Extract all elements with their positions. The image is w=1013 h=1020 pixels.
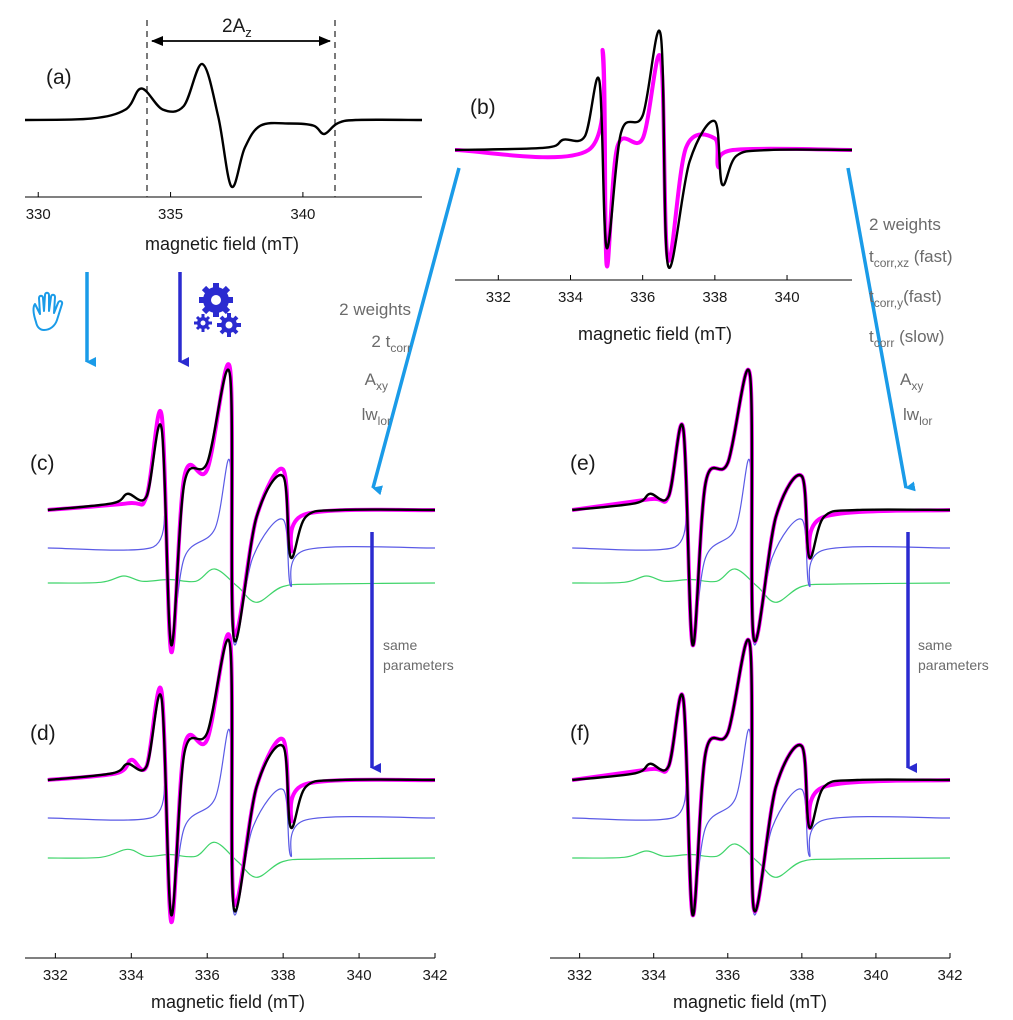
series-experiment [24,62,423,188]
right-param-1: tcorr,xz (fast) [869,247,953,270]
axis-d-label: magnetic field (mT) [151,992,305,1012]
plot-e [571,367,951,648]
left-param-3: lwlor [362,405,391,428]
x-tick-label: 336 [195,967,220,984]
x-tick-label: 340 [347,967,372,984]
series-component_slow [47,841,436,878]
same-params-right-1: same [918,637,952,653]
plot-d [47,632,436,924]
panel-label-c: (c) [30,452,55,475]
x-tick-label: 332 [567,967,592,984]
same-params-left-1: same [383,637,417,653]
left-param-2: Axy [365,370,388,393]
series-experiment [47,638,436,917]
x-tick-label: 332 [43,967,68,984]
axis-b-ticks: 332 334 336 338 340 [486,275,800,306]
x-tick-label: 330 [26,206,51,223]
2az-label: 2Az [222,16,252,40]
right-parameter-list: 2 weights tcorr,xz (fast) tcorr,y(fast) … [869,215,953,428]
x-tick-label: 338 [702,289,727,306]
series-experiment [572,638,951,917]
series-simulation [454,47,853,269]
x-tick-label: 334 [641,967,666,984]
axis-a-ticks: 330 335 340 [26,192,315,223]
panel-label-d: (d) [30,722,56,745]
x-tick-label: 342 [422,967,447,984]
panel-label-e: (e) [570,452,596,475]
gears-icon [194,283,241,337]
same-params-right-2: parameters [918,657,989,673]
x-tick-label: 336 [630,289,655,306]
series-experiment [572,368,951,647]
axis-f-ticks: 332 334 336 338 340 342 [567,953,963,984]
series-experiment [454,29,853,269]
panel-label-a: (a) [46,66,72,89]
right-param-4: Axy [900,370,923,393]
right-param-3: tcorr (slow) [869,327,944,350]
x-tick-label: 332 [486,289,511,306]
axis-b-label: magnetic field (mT) [578,324,732,344]
x-tick-label: 340 [290,206,315,223]
x-tick-label: 334 [119,967,144,984]
panel-label-b: (b) [470,96,496,119]
series-component_slow [47,568,436,603]
plot-c [47,362,436,654]
plot-f [571,637,951,918]
panel-label-f: (f) [570,722,590,745]
series-component_slow [572,843,951,878]
same-params-left-2: parameters [383,657,454,673]
series-simulation [571,637,951,918]
x-tick-label: 338 [789,967,814,984]
left-param-1: 2 tcorr [371,332,411,355]
plot-b [454,29,853,269]
axis-d-ticks: 332 334 336 338 340 342 [43,953,448,984]
axis-a-label: magnetic field (mT) [145,234,299,254]
x-tick-label: 342 [937,967,962,984]
plot-a [24,62,423,188]
x-tick-label: 334 [558,289,583,306]
right-param-2: tcorr,y(fast) [869,287,942,310]
left-param-0: 2 weights [339,300,411,319]
x-tick-label: 335 [158,206,183,223]
left-parameter-list: 2 weights 2 tcorr Axy lwlor [339,300,411,428]
axis-f-label: magnetic field (mT) [673,992,827,1012]
arrow-b-to-c [371,167,461,496]
right-param-0: 2 weights [869,215,941,234]
x-tick-label: 336 [715,967,740,984]
x-tick-label: 340 [863,967,888,984]
x-tick-label: 338 [271,967,296,984]
x-tick-label: 340 [775,289,800,306]
arrow-b-to-e [846,167,916,492]
series-component_slow [572,568,951,603]
hand-icon [32,291,64,331]
right-param-5: lwlor [903,405,932,428]
series-experiment [47,368,436,647]
